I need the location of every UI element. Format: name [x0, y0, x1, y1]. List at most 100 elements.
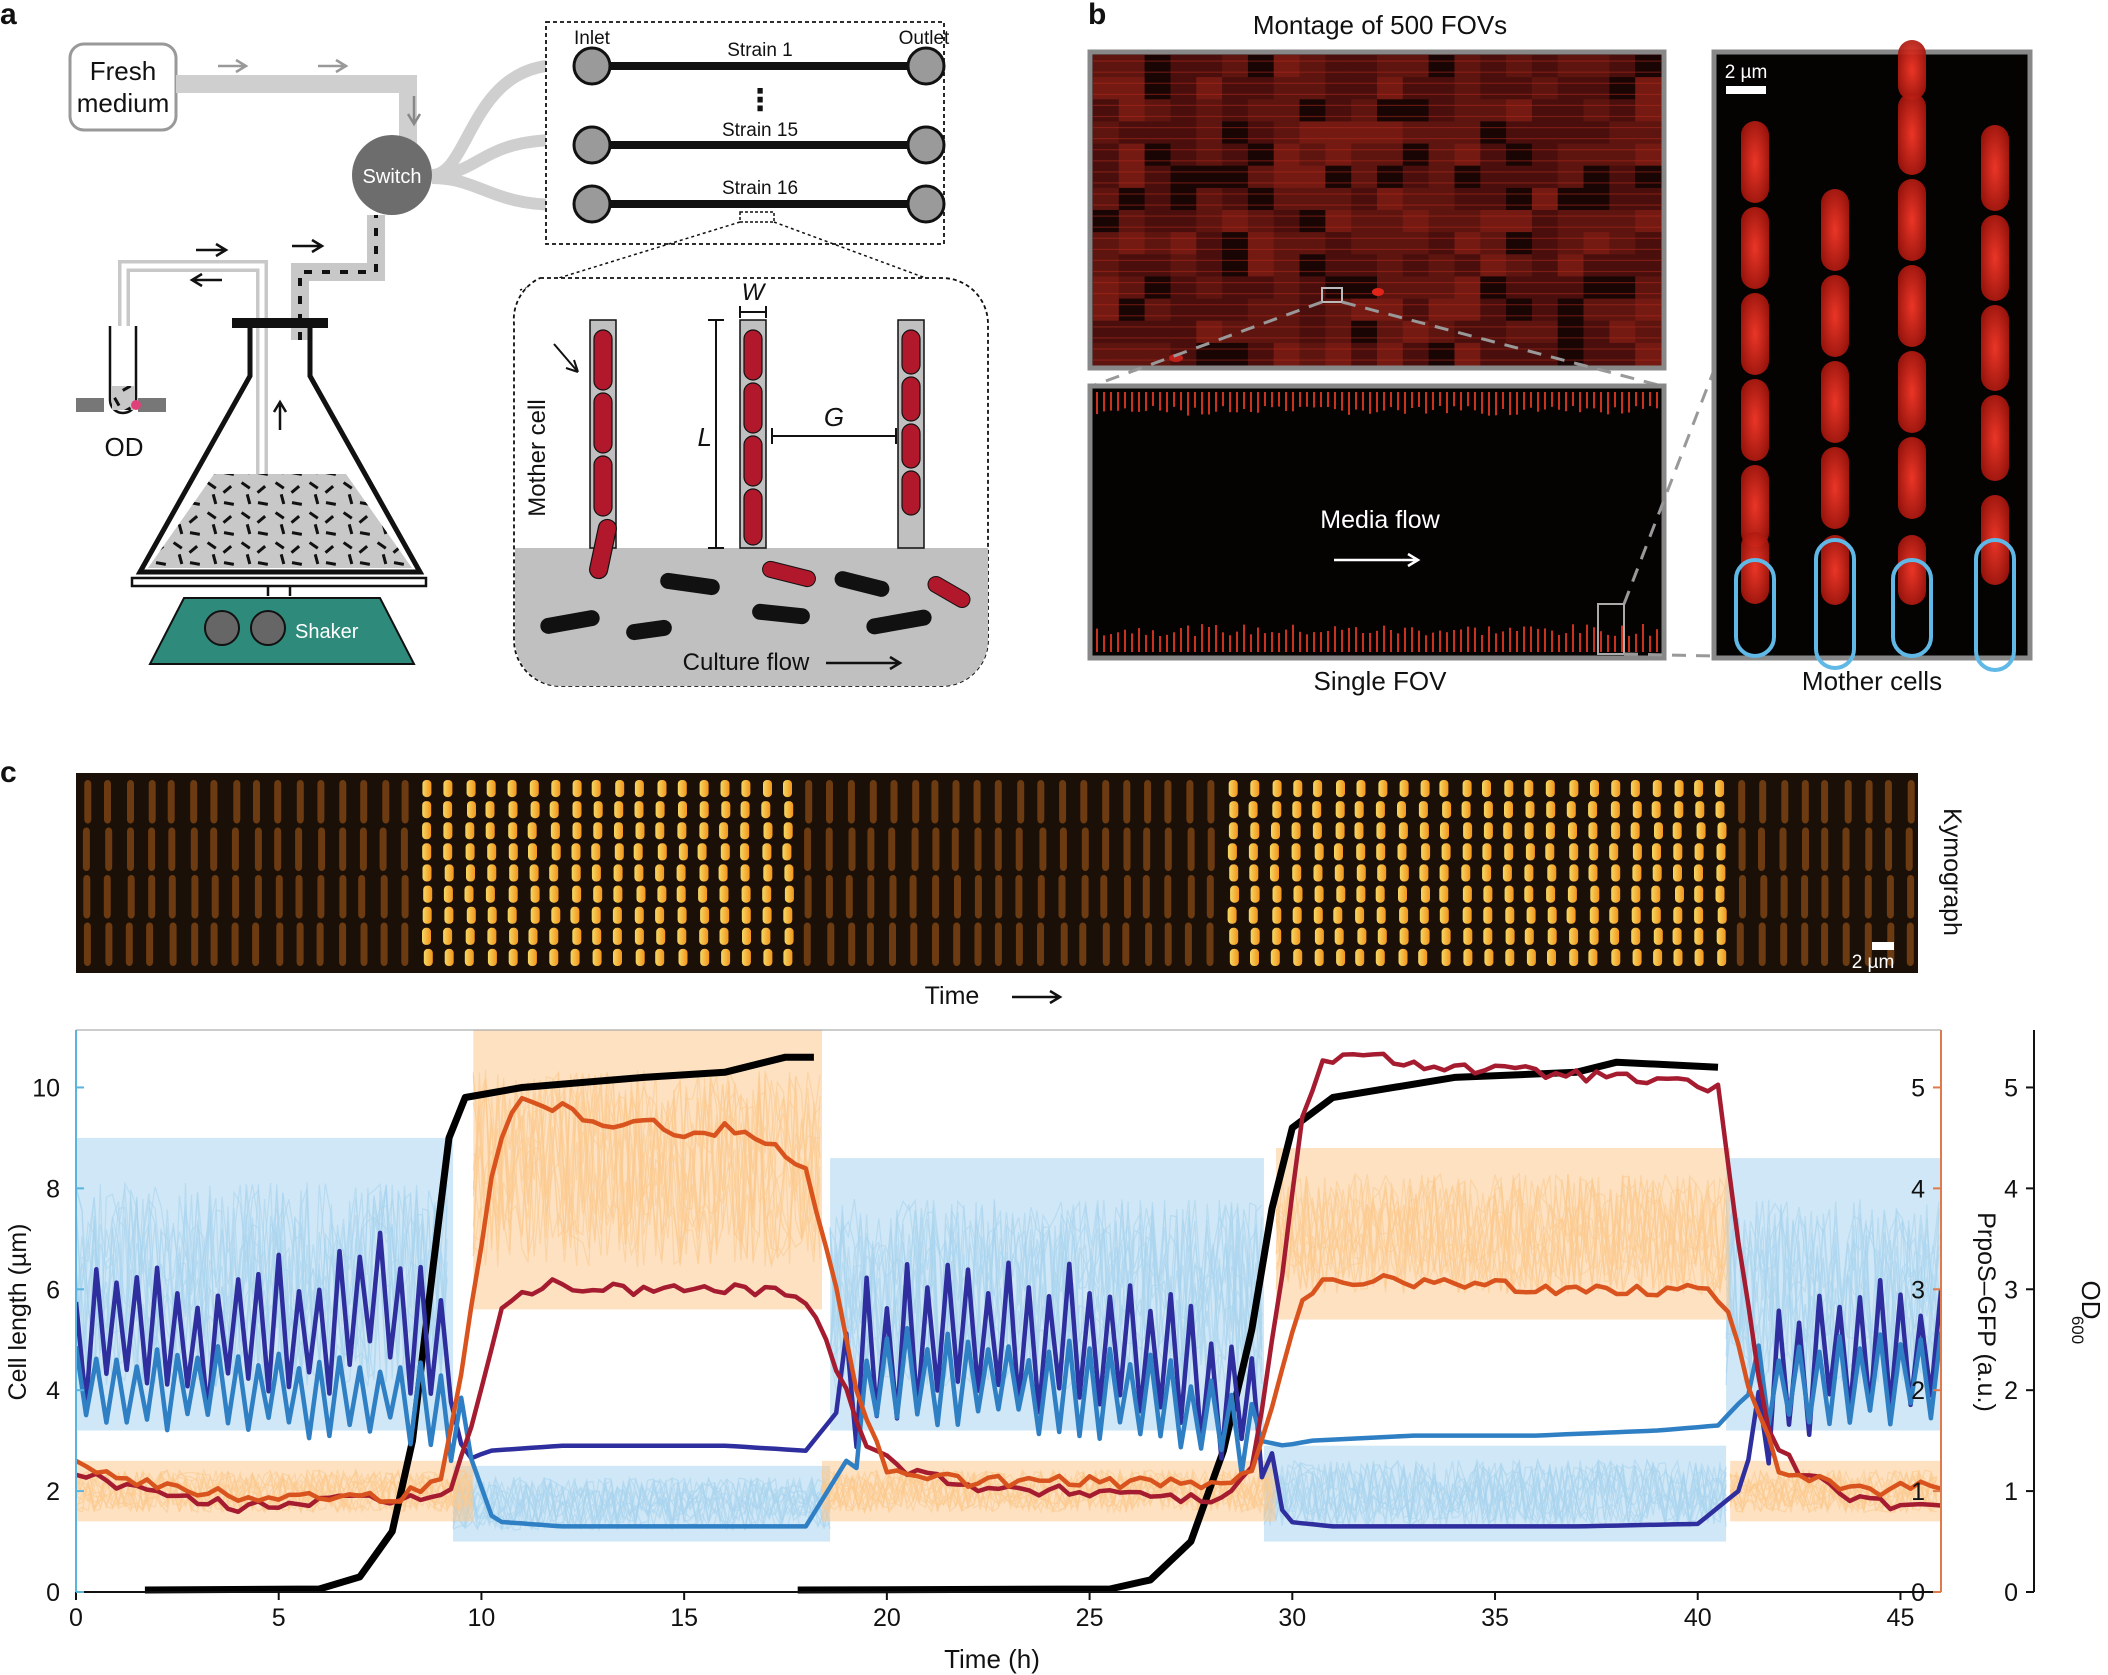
montage-tile	[1118, 165, 1146, 189]
montage-tile	[1557, 320, 1584, 344]
fov-trench	[1327, 631, 1329, 652]
kymograph-cell	[783, 906, 793, 924]
montage-tile	[1093, 232, 1120, 255]
fov-trench	[1383, 392, 1385, 411]
individual-trace	[472, 1071, 821, 1268]
kymograph-cell	[317, 780, 325, 824]
kymograph-cell	[570, 948, 580, 966]
media-flow-label: Media flow	[1320, 506, 1440, 534]
fov-trench	[1194, 636, 1196, 652]
kymograph-cell	[1378, 780, 1388, 798]
kymograph-cell	[1102, 827, 1110, 871]
montage-tile	[1480, 232, 1507, 255]
x-tick-label: 40	[1684, 1604, 1712, 1632]
montage-tile	[1377, 320, 1404, 344]
kymograph-cell	[825, 827, 833, 871]
fov-trench	[1131, 392, 1133, 412]
montage-tile	[1557, 99, 1584, 122]
kymograph-cell	[1462, 885, 1472, 903]
montage-tile	[1325, 165, 1352, 189]
kymograph-cell	[1653, 948, 1663, 966]
fov-trench	[1278, 632, 1280, 652]
kymograph-cell	[254, 827, 262, 871]
montage-tile	[1583, 165, 1610, 189]
kymograph-cell	[1632, 864, 1642, 882]
kymograph-cell	[1314, 948, 1324, 966]
montage-tile	[1583, 276, 1610, 299]
fov-trench	[1411, 627, 1413, 652]
kymograph-cell	[1632, 948, 1642, 966]
kymograph-cell	[1227, 843, 1237, 861]
single-fov-image	[1087, 383, 1667, 661]
montage-tile	[1222, 121, 1249, 144]
kymograph-cell	[1524, 780, 1534, 798]
montage-tile	[1273, 232, 1300, 255]
montage-tile	[1247, 210, 1275, 233]
montage-trench-line	[1093, 160, 1661, 162]
panel-c: c 2 µm Kymograph Time	[0, 756, 1966, 1010]
series-line	[76, 1095, 1941, 1504]
kymograph-cell	[1632, 801, 1642, 819]
kymograph-cell	[422, 780, 432, 798]
kymograph-cell	[487, 843, 497, 861]
montage-tile	[1273, 254, 1300, 277]
fov-trench	[1537, 392, 1539, 412]
y-tick-right-label: 0	[1911, 1579, 1925, 1607]
montage-tile	[1635, 276, 1662, 299]
y-tick-right-label: 1	[1911, 1478, 1925, 1506]
kymograph-cell	[1377, 927, 1387, 945]
montage-tile	[1351, 121, 1378, 144]
montage-tile	[1299, 342, 1326, 366]
kymograph-cell	[508, 843, 518, 861]
montage-tile	[1299, 187, 1326, 211]
montage-tile	[1480, 121, 1507, 144]
kymograph-cell	[994, 780, 1002, 824]
kymograph-cell	[1015, 827, 1023, 871]
montage-trench-line	[1093, 304, 1661, 306]
individual-trace	[1263, 1459, 1727, 1528]
kymograph-cell	[1357, 927, 1367, 945]
fov-trench	[1306, 392, 1308, 407]
kymograph-cell	[783, 780, 792, 798]
fov-trench	[1649, 392, 1651, 407]
montage-tile	[1222, 298, 1249, 322]
fov-trench	[1523, 626, 1525, 652]
kymograph-cell	[572, 885, 582, 903]
kymograph-cell	[1355, 906, 1365, 924]
kymograph-cell	[339, 780, 347, 824]
fov-trench	[1369, 392, 1371, 414]
montage-tile	[1222, 210, 1249, 233]
kymograph-cell	[191, 922, 199, 966]
montage-tile	[1118, 298, 1146, 322]
kymograph-cell	[211, 875, 219, 919]
fov-trench-row-top	[1096, 392, 1658, 416]
fov-trench	[1152, 392, 1154, 406]
kymograph-cell	[252, 922, 260, 966]
kymograph-cell	[974, 875, 982, 919]
fov-trench	[1334, 392, 1336, 410]
kymograph-cell	[1102, 780, 1110, 824]
fov-trench	[1495, 633, 1497, 652]
montage-tile	[1454, 143, 1481, 167]
montage-trench-line	[1093, 348, 1661, 350]
kymograph-cell	[1779, 827, 1787, 871]
kymograph-cell	[1164, 827, 1172, 871]
kymograph-cell	[1335, 801, 1345, 819]
kymograph-cell	[1017, 780, 1025, 824]
kymograph-cell	[1821, 827, 1829, 871]
kymograph-cell	[1905, 827, 1913, 871]
fov-trench	[1474, 627, 1476, 652]
kymograph-cell	[1461, 864, 1471, 882]
montage-bright-spot	[1372, 288, 1384, 296]
flow-arrow-icon	[189, 272, 222, 288]
kymograph-cell	[1441, 948, 1451, 966]
montage-tile	[1170, 276, 1197, 299]
kymograph-cell	[633, 843, 643, 861]
kymograph-cell	[1421, 885, 1430, 903]
kymograph-cell	[1652, 843, 1661, 861]
fov-trench	[1404, 392, 1406, 414]
kymograph-cell	[1566, 906, 1576, 924]
kymograph-cell	[317, 875, 325, 919]
kymograph-label: Kymograph	[1938, 808, 1966, 936]
kymograph-cell	[1821, 875, 1829, 919]
